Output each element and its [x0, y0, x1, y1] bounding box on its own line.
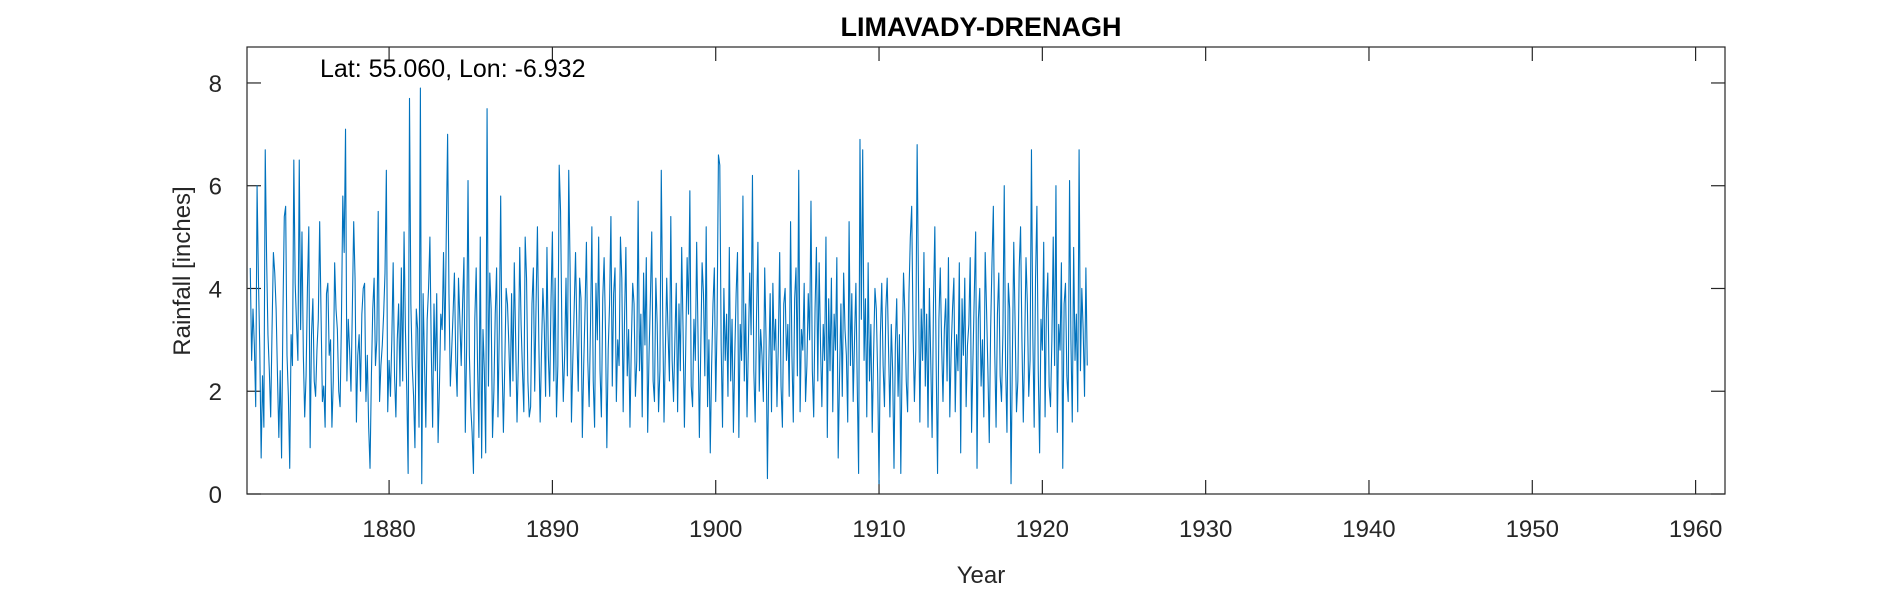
series-line-rainfall	[249, 87, 1088, 485]
y-tick-label: 0	[209, 482, 222, 509]
x-tick-label: 1920	[1016, 516, 1069, 543]
y-tick-label: 4	[209, 276, 222, 303]
x-tick-label: 1880	[362, 516, 415, 543]
location-annotation: Lat: 55.060, Lon: -6.932	[320, 55, 586, 83]
x-tick-label: 1890	[526, 516, 579, 543]
x-tick-label: 1900	[689, 516, 742, 543]
y-tick-label: 2	[209, 379, 222, 406]
x-axis-label: Year	[957, 562, 1006, 589]
y-axis-label: Rainfall [inches]	[169, 186, 196, 355]
y-tick-label: 6	[209, 174, 222, 201]
x-tick-label: 1910	[852, 516, 905, 543]
x-axis: 1880 1890 1900 1910 1920 1930 1940 1950 1960	[362, 47, 1722, 543]
y-tick-label: 8	[209, 71, 222, 98]
x-tick-label: 1930	[1179, 516, 1232, 543]
x-tick-label: 1960	[1669, 516, 1722, 543]
chart-title: LIMAVADY-DRENAGH	[841, 12, 1122, 42]
x-tick-label: 1940	[1342, 516, 1395, 543]
x-tick-label: 1950	[1506, 516, 1559, 543]
